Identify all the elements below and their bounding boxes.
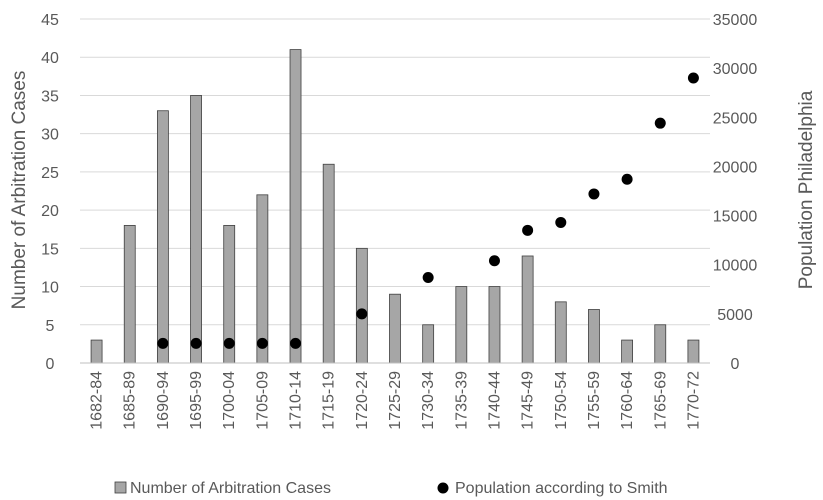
bar <box>687 339 700 364</box>
category-label: 1710-14 <box>288 371 305 430</box>
bar <box>90 339 103 364</box>
right-tick-label: 30000 <box>713 61 758 78</box>
bar <box>322 163 335 364</box>
bar <box>389 293 401 364</box>
bar <box>289 49 302 364</box>
left-tick-label: 45 <box>41 12 59 29</box>
population-point <box>654 117 666 129</box>
population-points <box>157 72 699 349</box>
legend-bar-label: Number of Arbitration Cases <box>130 480 331 497</box>
left-tick-label: 5 <box>46 318 55 335</box>
bar <box>422 324 435 364</box>
population-point <box>190 337 202 349</box>
category-label: 1765-69 <box>652 371 669 430</box>
bar <box>621 339 634 364</box>
left-axis-title: Number of Arbitration Cases <box>9 71 30 310</box>
bar <box>190 95 202 364</box>
category-label: 1720-24 <box>354 371 371 430</box>
category-label: 1700-04 <box>221 371 238 430</box>
category-label: 1770-72 <box>685 371 702 430</box>
category-label: 1705-09 <box>254 371 271 430</box>
right-tick-label: 0 <box>731 356 740 373</box>
category-label: 1690-94 <box>155 371 172 430</box>
bar <box>123 224 136 364</box>
category-label: 1682-84 <box>89 371 106 430</box>
population-point <box>522 224 534 236</box>
left-tick-label: 20 <box>41 203 59 220</box>
population-point <box>687 72 699 84</box>
left-tick-label: 40 <box>41 50 59 67</box>
left-tick-label: 10 <box>41 280 59 297</box>
right-tick-label: 5000 <box>717 307 753 324</box>
category-label: 1760-64 <box>619 371 636 430</box>
bar <box>156 110 169 364</box>
category-label: 1685-89 <box>122 371 139 430</box>
population-point <box>356 308 368 320</box>
gridlines <box>80 18 710 326</box>
category-label: 1745-49 <box>520 371 537 430</box>
left-axis-ticks: 0 5 10 15 20 25 30 35 40 45 <box>41 12 59 373</box>
left-tick-label: 15 <box>41 241 59 258</box>
left-tick-label: 35 <box>41 88 59 105</box>
population-point <box>422 271 434 283</box>
right-tick-label: 35000 <box>713 12 758 29</box>
legend-bar-swatch <box>114 481 127 494</box>
left-tick-label: 30 <box>41 127 59 144</box>
population-point <box>256 337 268 349</box>
bar <box>256 194 269 364</box>
legend: Number of Arbitration Cases Population a… <box>114 480 668 497</box>
population-point <box>588 188 600 200</box>
population-point <box>555 216 567 228</box>
bar <box>588 309 600 364</box>
right-tick-label: 15000 <box>713 209 758 226</box>
right-axis-ticks: 0 5000 10000 15000 20000 25000 30000 35000 <box>713 12 758 373</box>
right-tick-label: 20000 <box>713 159 758 176</box>
category-label: 1695-99 <box>188 371 205 430</box>
bar <box>521 255 534 364</box>
right-axis-title: Population Philadelphia <box>796 90 817 289</box>
bar <box>455 286 468 364</box>
category-label: 1740-44 <box>486 371 503 430</box>
right-tick-label: 10000 <box>713 258 758 275</box>
left-tick-label: 25 <box>41 165 59 182</box>
bar <box>554 301 567 364</box>
category-label: 1715-19 <box>321 371 338 430</box>
bars <box>90 49 700 364</box>
bar <box>488 286 501 364</box>
right-tick-label: 25000 <box>713 110 758 127</box>
category-label: 1750-54 <box>553 371 570 430</box>
category-label: 1735-39 <box>453 371 470 430</box>
category-label: 1730-34 <box>420 371 437 430</box>
legend-point-marker <box>437 482 449 494</box>
category-labels: 1682-84 1685-89 1690-94 1695-99 1700-04 1705-… <box>89 371 703 430</box>
legend-point-label: Population according to Smith <box>455 480 668 497</box>
population-point <box>290 337 302 349</box>
population-point <box>621 173 633 185</box>
category-label: 1755-59 <box>586 371 603 430</box>
population-point <box>488 255 500 267</box>
population-point <box>157 337 169 349</box>
category-label: 1725-29 <box>387 371 404 430</box>
left-tick-label: 0 <box>46 356 55 373</box>
bar <box>355 247 368 364</box>
population-point <box>223 337 235 349</box>
bar <box>654 324 667 364</box>
